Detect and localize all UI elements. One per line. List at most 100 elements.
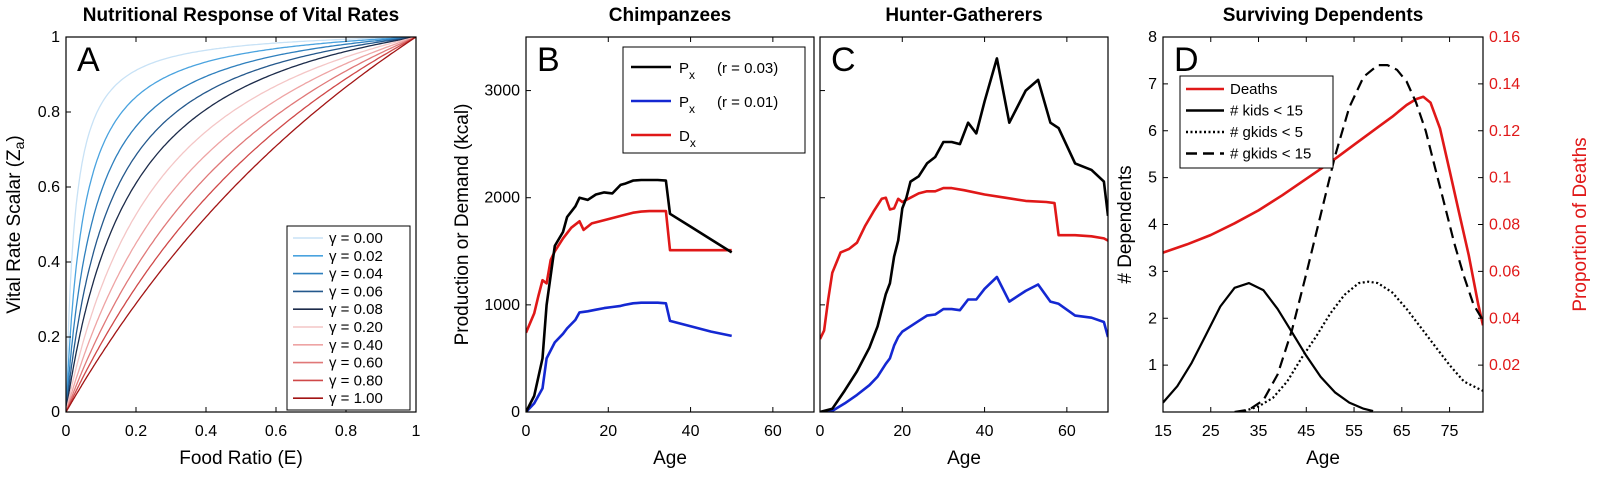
legend-label-3: # gkids < 15	[1230, 146, 1311, 163]
y-axis-label-main: Vital Rate Scalar (Z	[4, 149, 25, 314]
panel-d: 15 25 35 45 55 65 75123456780.020.040.060.080.…	[1115, 5, 1591, 469]
x-tick-label: 0.6	[265, 423, 287, 440]
legend-label-2: # gkids < 5	[1230, 124, 1303, 141]
legend-label-8: γ = 0.80	[329, 372, 383, 389]
series-line-6	[66, 37, 416, 412]
x-tick-label: 55	[1345, 423, 1363, 440]
y-tick-label: 1	[51, 29, 60, 46]
x-axis-label: Age	[653, 448, 687, 469]
y-tick-label: 1000	[484, 297, 520, 314]
chart-title: Nutritional Response of Vital Rates	[83, 5, 399, 26]
y-axis-label: Vital Rate Scalar (Za)	[4, 135, 27, 314]
y-axis-label-end: )	[4, 135, 25, 141]
x-tick-label: 0.2	[125, 423, 147, 440]
series-line-2	[820, 186, 1108, 340]
y-tick-label: 0.8	[38, 104, 60, 121]
y-tick-label: 0.4	[38, 254, 60, 271]
series-line-9	[66, 37, 416, 412]
x-axis-label: Age	[947, 448, 981, 469]
y-tick-label: 4	[1148, 217, 1157, 234]
series-line-0	[1163, 95, 1483, 326]
y-tick-label-right: 0.16	[1489, 29, 1520, 46]
series-line-8	[66, 37, 416, 412]
panel-letter: A	[77, 41, 100, 79]
y-tick-label: 2	[1148, 310, 1157, 327]
x-tick-label: 35	[1250, 423, 1268, 440]
x-tick-label: 20	[599, 423, 617, 440]
x-tick-label: 75	[1441, 423, 1459, 440]
chart-title: Surviving Dependents	[1223, 5, 1424, 26]
series-line-0	[66, 37, 416, 412]
y-tick-label: 7	[1148, 76, 1157, 93]
legend-label-5: γ = 0.20	[329, 319, 383, 336]
y-axis-label: # Dependents	[1115, 165, 1136, 283]
legend-box	[286, 225, 411, 411]
plot-frame	[819, 36, 1109, 413]
y-tick-label-right: 0.14	[1489, 76, 1520, 93]
legend-label-2: γ = 0.04	[329, 266, 383, 283]
y-tick-label: 2000	[484, 190, 520, 207]
x-tick-label: 0.8	[335, 423, 357, 440]
series-line-2	[1243, 280, 1483, 412]
series-line-2	[66, 37, 416, 412]
series-line-1	[1163, 282, 1374, 412]
legend: Deaths # kids < 15 # gkids < 5 # gkids < 15	[1179, 75, 1334, 169]
chart-title: Chimpanzees	[609, 5, 731, 26]
y-tick-label: 0.6	[38, 179, 60, 196]
x-tick-label: 45	[1297, 423, 1315, 440]
legend-label-4: γ = 0.08	[329, 301, 383, 318]
x-tick-label: 40	[976, 423, 994, 440]
y-axis-label: Production or Demand (kcal)	[452, 104, 473, 346]
panel-letter: B	[537, 41, 560, 79]
legend-label-1: γ = 0.02	[329, 248, 383, 265]
x-tick-label: 25	[1202, 423, 1220, 440]
legend-label-1: # kids < 15	[1230, 103, 1303, 120]
legend-label-0: Px	[679, 60, 695, 82]
x-tick-label: 1	[412, 423, 421, 440]
y-tick-label-right: 0.02	[1489, 357, 1520, 374]
legend-label-7: γ = 0.60	[329, 355, 383, 372]
x-tick-label: 0	[816, 423, 825, 440]
series-line-0	[820, 57, 1108, 412]
y-tick-label: 1	[1148, 357, 1157, 374]
x-tick-label: 0	[522, 423, 531, 440]
y-tick-label-right: 0.12	[1489, 123, 1520, 140]
y-tick-label-right: 0.06	[1489, 263, 1520, 280]
y-tick-label-right: 0.1	[1489, 170, 1511, 187]
legend-extra-1: (r = 0.01)	[717, 94, 778, 111]
y-tick-label-right: 0.04	[1489, 310, 1520, 327]
y-axis-label-right: Proportion of Deaths	[1570, 137, 1591, 311]
panel-b: 0 20 40 60 0 1000 2000 3000 Production or Demand…	[452, 5, 815, 469]
series-line-2	[526, 209, 732, 334]
x-tick-label: 20	[893, 423, 911, 440]
series-line-4	[66, 37, 416, 412]
y-tick-label: 3000	[484, 83, 520, 100]
legend-label-1: Px	[679, 94, 695, 116]
legend-label-0: Deaths	[1230, 81, 1278, 98]
y-tick-label: 3	[1148, 263, 1157, 280]
y-tick-label: 8	[1148, 29, 1157, 46]
series-line-1	[820, 275, 1108, 412]
x-tick-label: 40	[682, 423, 700, 440]
y-axis-label-sub: a	[11, 141, 27, 149]
x-tick-label: 65	[1393, 423, 1411, 440]
x-axis-label: Food Ratio (E)	[179, 448, 303, 469]
x-tick-label: 60	[1058, 423, 1076, 440]
series-line-5	[66, 37, 416, 412]
plot-frame	[525, 36, 815, 413]
x-tick-label: 0	[62, 423, 71, 440]
y-tick-label: 0	[511, 404, 520, 421]
legend: γ = 0.00γ = 0.02γ = 0.04γ = 0.06γ = 0.08…	[286, 225, 411, 411]
y-tick-label: 0	[51, 404, 60, 421]
panel-a: 0 0.2 0.4 0.6 0.8 1 0 0.2 0.4 0.6 0.8 1 Nutritional …	[4, 5, 421, 469]
y-tick-label: 0.2	[38, 329, 60, 346]
series-line-7	[66, 37, 416, 412]
plot-frame	[65, 36, 417, 413]
y-tick-label-right: 0.08	[1489, 217, 1520, 234]
x-tick-label: 15	[1154, 423, 1172, 440]
series-line-0	[526, 178, 733, 412]
legend-extra-0: (r = 0.03)	[717, 60, 778, 77]
series-line-1	[66, 37, 416, 412]
legend-label-0: γ = 0.00	[329, 230, 383, 247]
